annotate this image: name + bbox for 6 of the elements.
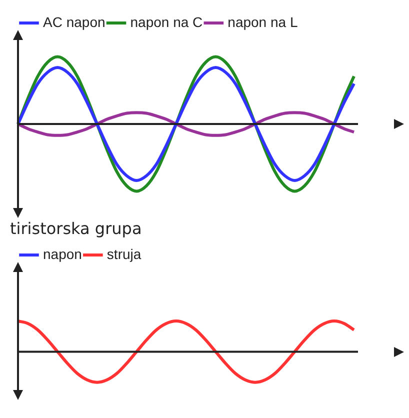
legend-label: napon na C (130, 14, 203, 30)
legend-label: AC napon (43, 14, 106, 30)
legend-title: tiristorska grupa (9, 218, 143, 240)
legend-label: napon na L (228, 14, 298, 30)
legend-label: napon (43, 246, 82, 262)
legend-label: struja (106, 246, 142, 262)
